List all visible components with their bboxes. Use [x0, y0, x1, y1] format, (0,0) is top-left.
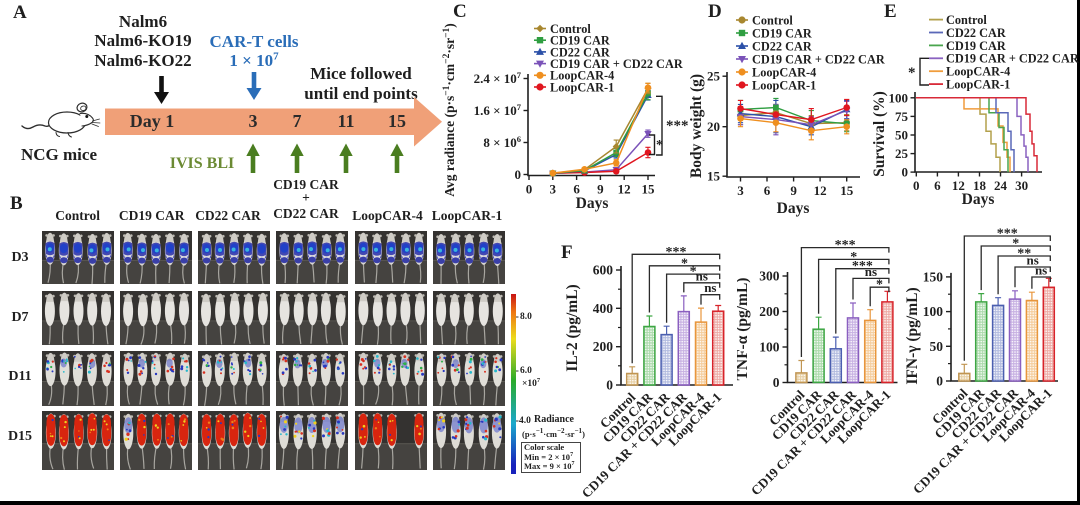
svg-text:LoopCAR-1: LoopCAR-1: [550, 80, 614, 94]
svg-text:ns: ns: [1027, 253, 1039, 268]
svg-text:ns: ns: [696, 268, 708, 283]
svg-text:50: 50: [930, 339, 944, 354]
svg-text:IL-2 (pg/mL): IL-2 (pg/mL): [564, 284, 581, 371]
svg-text:*: *: [1012, 237, 1019, 252]
svg-text:CD19 CAR: CD19 CAR: [752, 26, 812, 40]
svg-text:LoopCAR-4: LoopCAR-4: [550, 69, 614, 83]
svg-text:12: 12: [952, 178, 965, 193]
svg-text:150: 150: [923, 269, 944, 284]
svg-text:E: E: [884, 1, 897, 22]
svg-text:*: *: [690, 265, 697, 280]
svg-text:8 × 106: 8 × 106: [483, 134, 521, 150]
svg-text:15: 15: [707, 169, 721, 184]
svg-text:25: 25: [707, 69, 721, 84]
svg-text:**: **: [1017, 247, 1031, 262]
svg-text:30: 30: [1015, 178, 1028, 193]
svg-text:ns: ns: [865, 264, 877, 279]
svg-text:0: 0: [515, 167, 522, 182]
svg-text:100: 100: [923, 304, 944, 319]
svg-text:6: 6: [764, 183, 771, 198]
svg-text:400: 400: [593, 301, 614, 316]
svg-text:Body weight (g): Body weight (g): [690, 74, 705, 178]
svg-text:CD19 CAR: CD19 CAR: [946, 39, 1006, 53]
svg-text:CD19 CAR + CD22 CAR: CD19 CAR + CD22 CAR: [752, 52, 885, 66]
svg-text:TNF-α (pg/mL): TNF-α (pg/mL): [737, 278, 751, 381]
svg-text:50: 50: [895, 128, 908, 143]
svg-text:***: ***: [997, 228, 1018, 242]
svg-text:CD22 CAR: CD22 CAR: [752, 39, 812, 53]
svg-text:C: C: [453, 1, 467, 22]
svg-text:*: *: [876, 278, 883, 293]
svg-text:D: D: [708, 1, 722, 22]
svg-text:75: 75: [895, 109, 909, 124]
svg-text:***: ***: [665, 245, 686, 260]
svg-text:CD22 CAR: CD22 CAR: [946, 26, 1006, 40]
svg-text:15: 15: [840, 183, 854, 198]
svg-text:24: 24: [994, 178, 1008, 193]
svg-text:*: *: [908, 65, 916, 81]
svg-text:600: 600: [593, 263, 614, 278]
svg-text:0: 0: [936, 374, 943, 389]
svg-text:ns: ns: [704, 280, 716, 295]
svg-text:Avg radiance (p·s−1·cm−2·sr−1): Avg radiance (p·s−1·cm−2·sr−1): [442, 23, 457, 197]
svg-text:Control: Control: [752, 13, 793, 27]
svg-text:CD19 CAR + CD22 CAR: CD19 CAR + CD22 CAR: [946, 52, 1079, 66]
svg-text:100: 100: [759, 340, 780, 355]
svg-text:12: 12: [618, 182, 631, 197]
svg-text:CD19 CAR: CD19 CAR: [550, 34, 610, 48]
svg-text:Control: Control: [946, 13, 987, 27]
svg-text:25: 25: [895, 146, 909, 161]
svg-text:***: ***: [835, 238, 856, 253]
svg-text:1.6 × 107: 1.6 × 107: [474, 102, 522, 118]
svg-text:Days: Days: [576, 195, 609, 212]
svg-text:***: ***: [852, 259, 873, 274]
svg-text:CD22 CAR: CD22 CAR: [550, 45, 610, 59]
svg-text:3: 3: [737, 183, 744, 198]
svg-text:0: 0: [773, 375, 780, 390]
svg-text:*: *: [850, 250, 857, 265]
svg-text:Survival (%): Survival (%): [871, 91, 888, 177]
svg-text:12: 12: [814, 183, 827, 198]
svg-text:0: 0: [902, 165, 909, 180]
svg-text:CD19 CAR + CD22 CAR: CD19 CAR + CD22 CAR: [550, 57, 683, 71]
svg-text:0: 0: [913, 178, 920, 193]
svg-text:6: 6: [573, 182, 580, 197]
svg-text:18: 18: [973, 178, 987, 193]
svg-text:Control: Control: [550, 22, 591, 36]
svg-text:0: 0: [526, 182, 533, 197]
svg-text:100: 100: [889, 90, 909, 105]
svg-text:0: 0: [606, 378, 613, 393]
svg-text:Days: Days: [962, 191, 995, 208]
svg-text:ns: ns: [1035, 263, 1047, 278]
svg-text:LoopCAR-1: LoopCAR-1: [946, 78, 1010, 92]
svg-text:20: 20: [707, 119, 720, 134]
svg-text:IFN-γ (pg/mL): IFN-γ (pg/mL): [904, 287, 921, 384]
svg-text:LoopCAR-4: LoopCAR-4: [946, 65, 1010, 79]
svg-text:3: 3: [550, 182, 557, 197]
svg-text:300: 300: [759, 269, 780, 284]
svg-text:200: 200: [593, 339, 614, 354]
svg-text:2.4 × 107: 2.4 × 107: [474, 70, 522, 86]
svg-text:6: 6: [934, 178, 941, 193]
svg-text:*: *: [656, 138, 663, 153]
svg-text:Days: Days: [777, 200, 810, 217]
svg-text:LoopCAR-4: LoopCAR-4: [752, 65, 816, 79]
svg-text:200: 200: [759, 304, 780, 319]
svg-text:15: 15: [641, 182, 655, 197]
svg-text:***: ***: [666, 118, 689, 134]
svg-text:LoopCAR-1: LoopCAR-1: [752, 78, 816, 92]
svg-text:*: *: [681, 256, 688, 271]
svg-text:9: 9: [597, 182, 604, 197]
svg-text:9: 9: [790, 183, 797, 198]
